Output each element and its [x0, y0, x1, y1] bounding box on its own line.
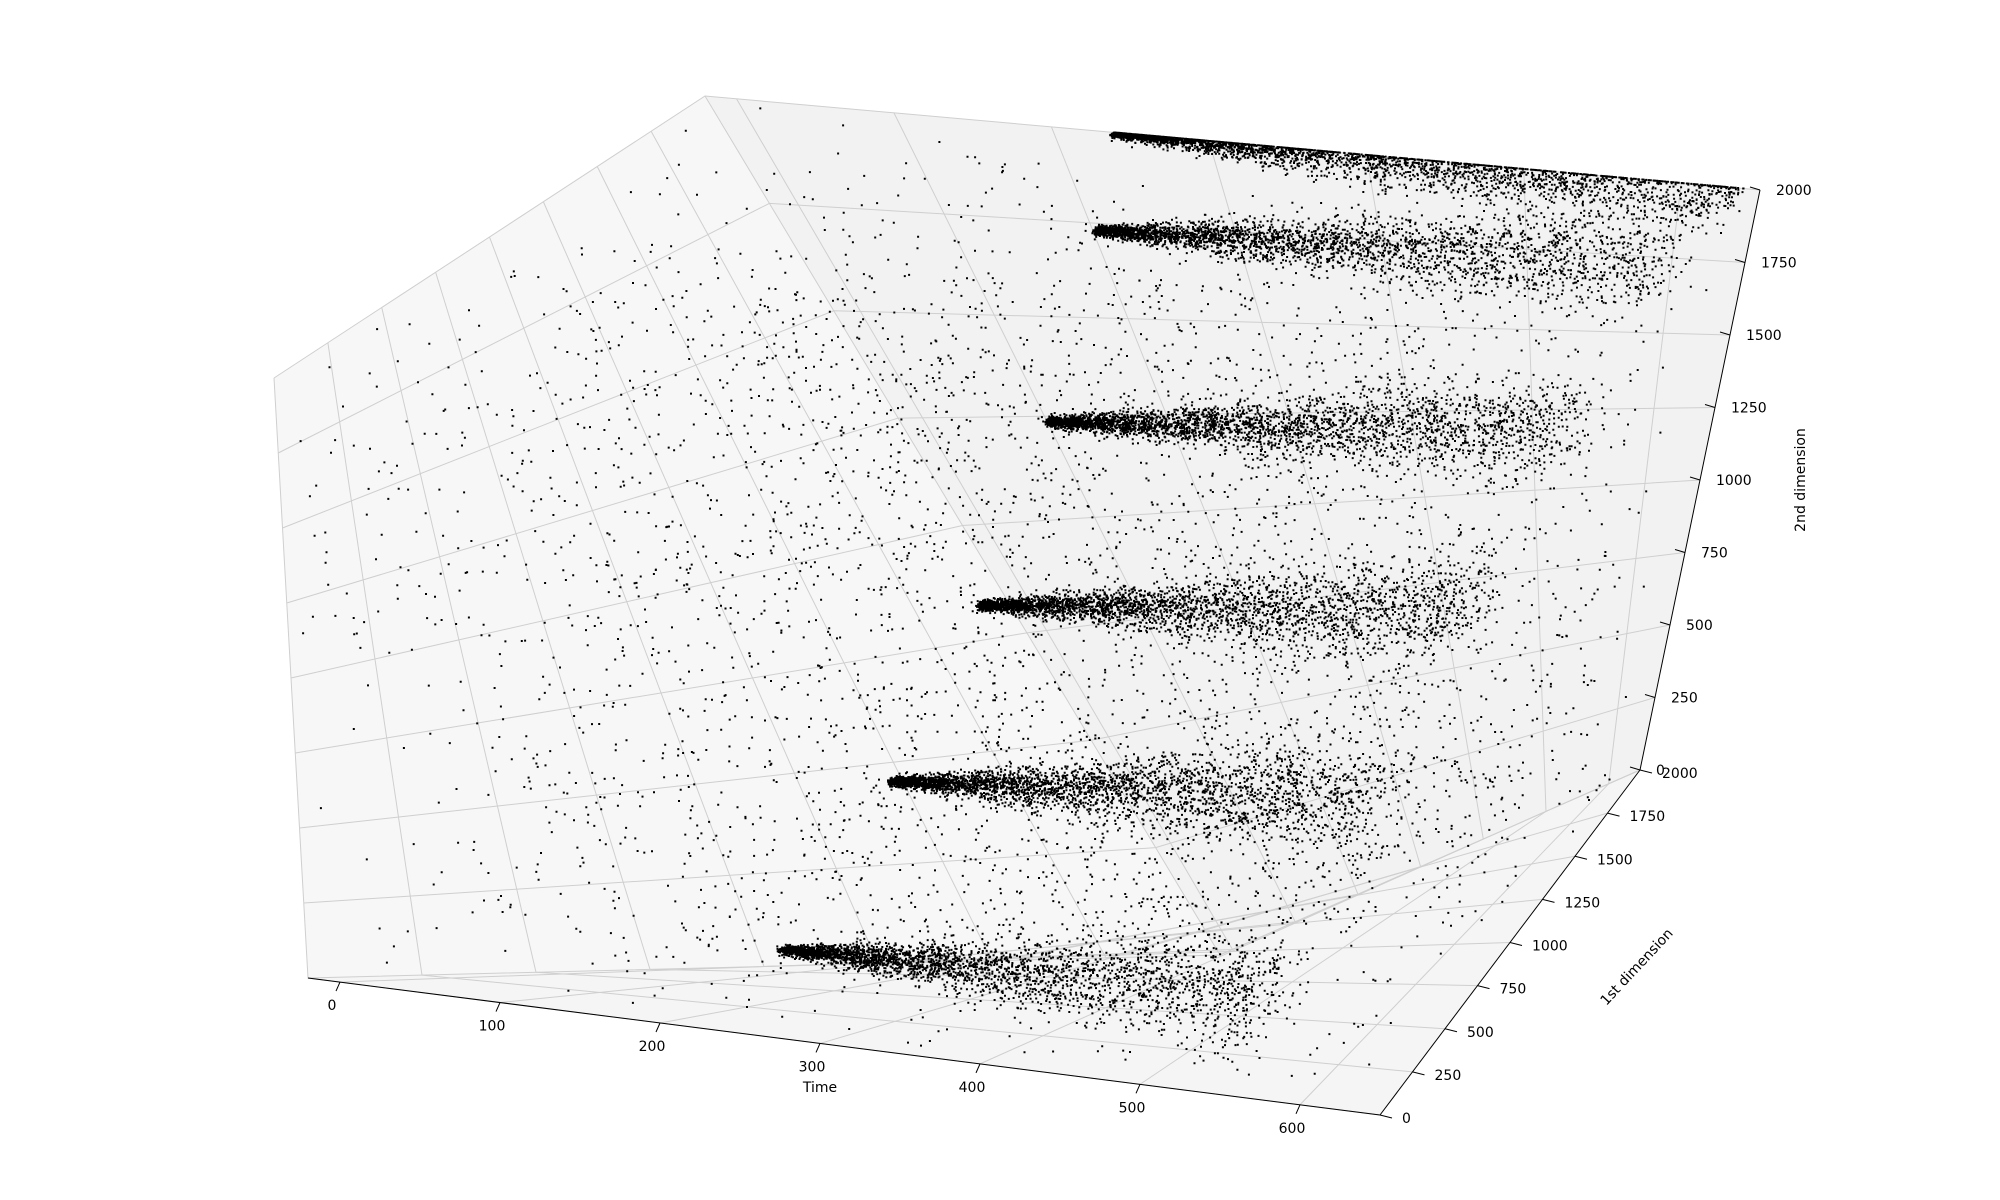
- z-tick-label: 2000: [1776, 183, 1812, 199]
- x-tick-mark: [335, 981, 341, 992]
- z-tick-mark: [1629, 766, 1641, 771]
- z-tick-label: 1000: [1716, 473, 1752, 489]
- grid-line-z: [295, 552, 1686, 754]
- z-tick-label: 250: [1671, 691, 1698, 707]
- z-tick-mark: [1659, 621, 1671, 626]
- z-tick-mark: [1749, 186, 1761, 191]
- floor-pane: [308, 770, 1640, 1115]
- z-tick-label: 750: [1701, 546, 1728, 562]
- z-tick-mark: [1644, 694, 1656, 698]
- z-tick-label: 0: [1656, 763, 1665, 779]
- y-tick-mark: [1477, 985, 1490, 990]
- back-pane: [705, 96, 1760, 955]
- z-tick-label: 1750: [1761, 256, 1797, 272]
- x-tick-mark: [655, 1022, 661, 1033]
- x-tick-mark: [495, 1002, 501, 1012]
- y-tick-mark: [1639, 769, 1653, 774]
- x-tick-label: 200: [639, 1039, 666, 1055]
- x-tick-label: 500: [1119, 1100, 1146, 1116]
- tick-labels: 0 100 200 300 400 500 600 0 250 500 750 1000 1250 150…: [328, 183, 1812, 1137]
- y-tick-mark: [1542, 898, 1555, 903]
- z-tick-label: 500: [1686, 618, 1713, 634]
- x-axis-line: [307, 977, 1381, 1116]
- x-tick-label: 0: [328, 998, 337, 1014]
- axis-panes: [274, 96, 1760, 1115]
- y-tick-label: 250: [1435, 1068, 1462, 1084]
- z-tick-mark: [1674, 549, 1686, 553]
- y-tick-label: 1000: [1532, 939, 1568, 955]
- x-tick-mark: [1295, 1104, 1301, 1114]
- grid-line-z: [286, 407, 1716, 604]
- grid-line-z: [290, 479, 1701, 679]
- x-tick-mark: [975, 1063, 981, 1074]
- x-tick-mark: [815, 1043, 821, 1053]
- y-tick-label: 0: [1402, 1111, 1411, 1127]
- grid-line-z: [299, 624, 1671, 829]
- z-tick-mark: [1719, 331, 1731, 336]
- left-pane: [274, 96, 1220, 978]
- x-tick-label: 400: [959, 1080, 986, 1096]
- y-tick-label: 1750: [1630, 809, 1666, 825]
- y-tick-label: 1500: [1597, 852, 1633, 868]
- y-tick-label: 500: [1467, 1025, 1494, 1041]
- y-tick-label: 2000: [1662, 766, 1698, 782]
- z-tick-label: 1250: [1731, 401, 1767, 417]
- y-tick-mark: [1574, 855, 1588, 860]
- x-tick-label: 100: [479, 1019, 506, 1035]
- y-tick-label: 1250: [1565, 895, 1601, 911]
- grid-line-z: [282, 310, 1731, 529]
- y-tick-mark: [1412, 1071, 1425, 1076]
- y-tick-mark: [1607, 812, 1620, 817]
- y-tick-mark: [1509, 942, 1523, 946]
- z-tick-mark: [1704, 404, 1716, 408]
- y-tick-mark: [1379, 1114, 1393, 1119]
- y-axis-label: 1st dimension: [1598, 926, 1677, 1009]
- x-tick-label: 300: [799, 1059, 826, 1075]
- y-tick-mark: [1444, 1028, 1458, 1033]
- z-tick-mark: [1689, 476, 1701, 481]
- z-tick-label: 1500: [1746, 328, 1782, 344]
- z-axis-label: 2nd dimension: [1793, 428, 1809, 532]
- z-tick-mark: [1734, 259, 1746, 263]
- x-tick-label: 600: [1279, 1121, 1306, 1137]
- x-tick-mark: [1135, 1084, 1141, 1094]
- y-tick-label: 750: [1500, 982, 1527, 998]
- grid-line-z: [303, 697, 1656, 904]
- x-axis-label: Time: [802, 1080, 837, 1096]
